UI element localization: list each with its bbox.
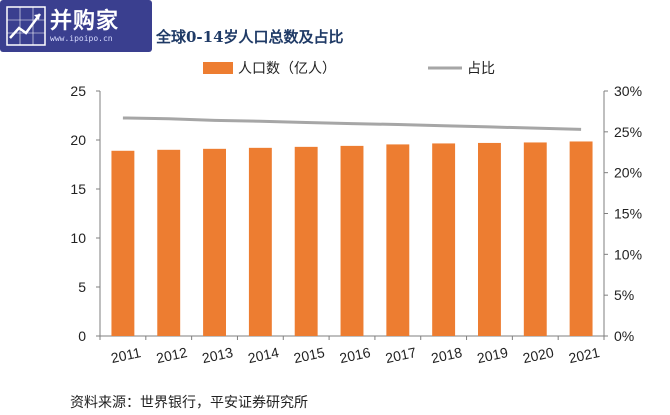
bar [432, 143, 456, 336]
legend-bar-swatch [203, 62, 233, 74]
y-right-tick-label: 10% [614, 246, 642, 262]
growth-chart-icon [6, 6, 46, 46]
y-left-tick-label: 25 [70, 83, 86, 99]
bar [157, 149, 181, 336]
x-tick-label: 2015 [292, 344, 326, 366]
bar [523, 142, 547, 336]
x-tick-label: 2020 [521, 344, 555, 366]
x-tick-label: 2019 [476, 344, 510, 366]
y-right-tick-label: 15% [614, 206, 642, 222]
y-right-tick-label: 20% [614, 165, 642, 181]
source-note: 资料来源：世界银行，平安证券研究所 [70, 395, 308, 411]
y-left-tick-label: 0 [78, 328, 86, 344]
x-tick-label: 2012 [155, 344, 189, 366]
chart-title: 全球0-14岁人口总数及占比 [156, 28, 344, 46]
x-tick-label: 2011 [109, 344, 142, 366]
bar [248, 147, 272, 336]
legend-line-label: 占比 [467, 61, 495, 77]
x-tick-label: 2018 [430, 344, 464, 366]
logo-brand-text: 并购家 [50, 9, 120, 34]
bar [478, 142, 501, 336]
bar [294, 146, 318, 336]
logo-url-text: www.ipoipo.cn [50, 34, 113, 43]
logo-badge: 并购家 www.ipoipo.cn [0, 0, 152, 52]
x-tick-label: 2013 [201, 344, 235, 366]
y-left-tick-label: 20 [70, 132, 86, 148]
bar [111, 150, 135, 336]
y-right-tick-label: 0% [614, 328, 634, 344]
bar [569, 141, 593, 336]
x-tick-label: 2016 [338, 344, 372, 366]
bar [203, 148, 226, 336]
x-tick-label: 2017 [384, 344, 418, 366]
y-right-tick-label: 5% [614, 287, 634, 303]
x-tick-label: 2021 [567, 344, 601, 366]
y-right-tick-label: 25% [614, 124, 642, 140]
ratio-line [122, 116, 582, 131]
bar [386, 144, 410, 336]
x-tick-label: 2014 [246, 344, 280, 366]
y-left-tick-label: 10 [70, 230, 86, 246]
y-left-tick-label: 5 [78, 279, 86, 295]
y-right-tick-label: 30% [614, 83, 642, 99]
y-left-tick-label: 15 [70, 181, 86, 197]
bar [340, 145, 364, 336]
legend-bar-label: 人口数（亿人） [238, 61, 336, 77]
